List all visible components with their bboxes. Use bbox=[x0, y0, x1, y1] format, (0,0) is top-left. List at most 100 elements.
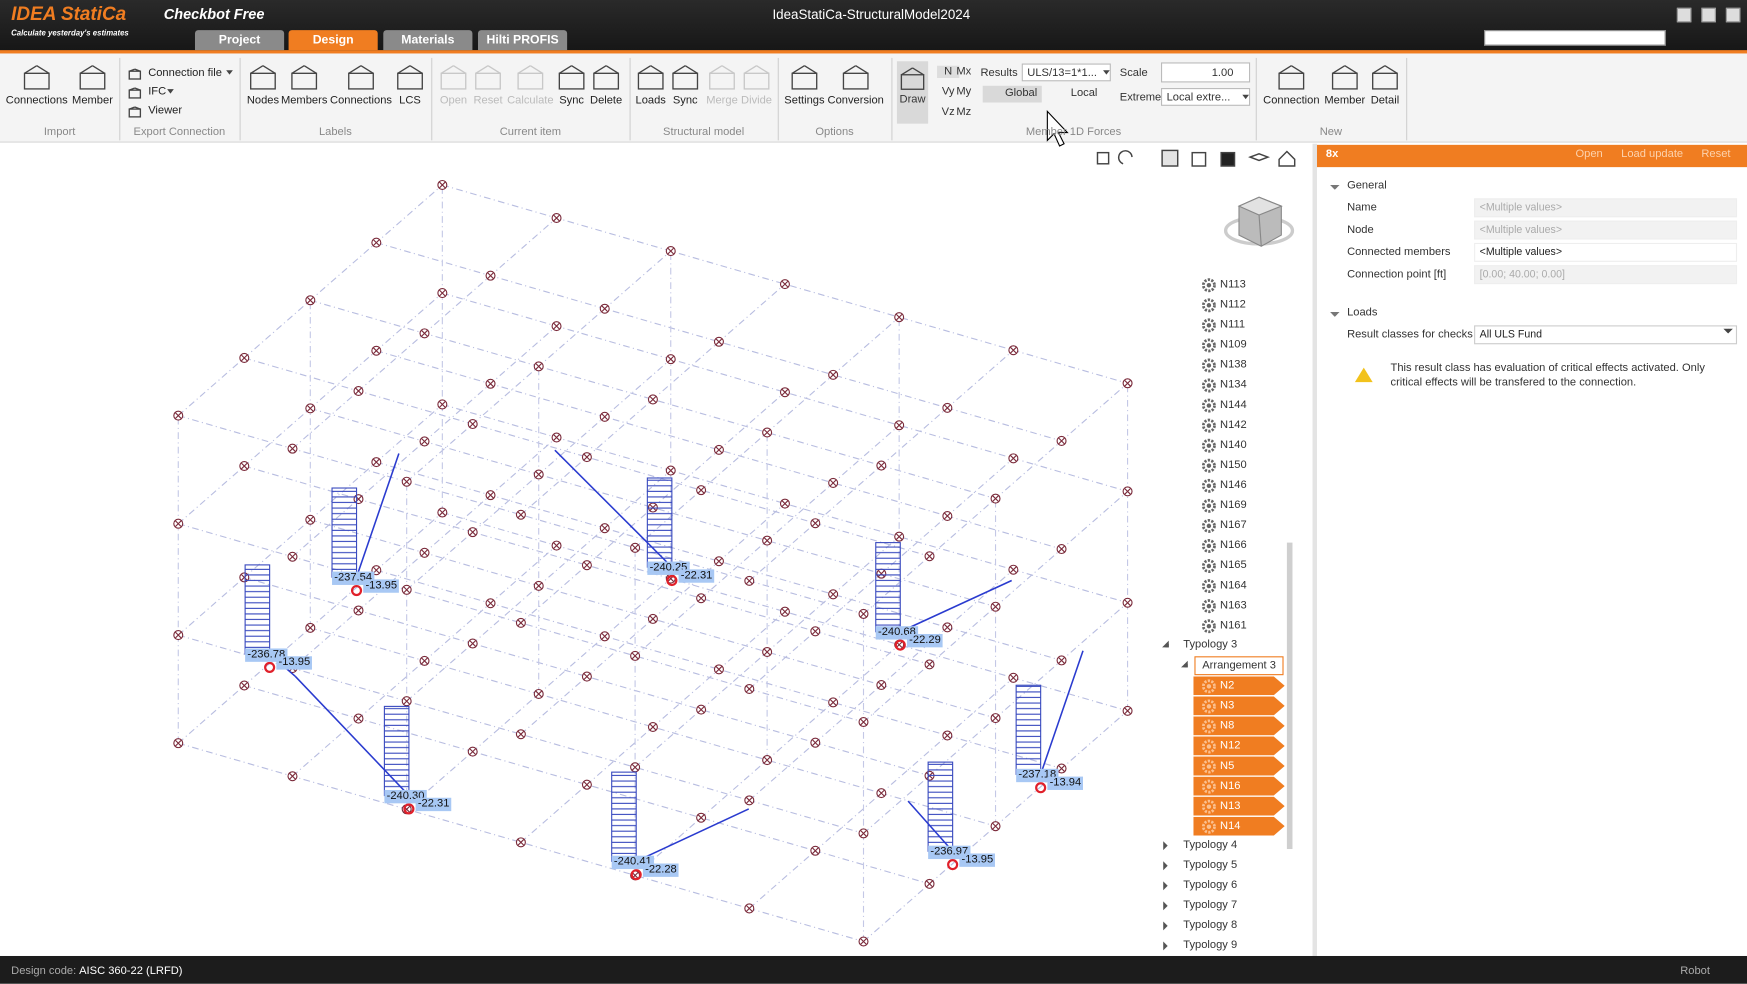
tree-typology[interactable]: Typology 5 bbox=[1183, 859, 1238, 872]
ribbon-button[interactable]: Member bbox=[1324, 94, 1366, 107]
tree-node[interactable]: N164 bbox=[1220, 579, 1247, 592]
panel-action[interactable]: Load update bbox=[1621, 148, 1684, 161]
gear bbox=[1201, 278, 1216, 293]
tree-node[interactable]: N167 bbox=[1220, 519, 1247, 532]
tree-node-selected[interactable] bbox=[1193, 776, 1285, 796]
icon-shape bbox=[843, 65, 857, 74]
ribbon-button[interactable]: Open bbox=[439, 94, 468, 107]
ribbon-button[interactable]: LCS bbox=[399, 94, 421, 107]
panel-action[interactable]: Open bbox=[1575, 148, 1603, 161]
tree-node-selected[interactable] bbox=[1193, 736, 1285, 756]
tree-node[interactable]: N166 bbox=[1220, 539, 1247, 552]
tree-node-selected[interactable] bbox=[1193, 816, 1285, 836]
tree-typology[interactable]: Typology 6 bbox=[1183, 879, 1238, 892]
tree-node[interactable]: N142 bbox=[1220, 418, 1247, 432]
force-component[interactable]: Vy bbox=[941, 85, 955, 99]
force-component[interactable]: N bbox=[937, 65, 960, 78]
ribbon-button[interactable]: Connection bbox=[1263, 94, 1320, 107]
ribbon-button[interactable]: Merge bbox=[706, 94, 738, 107]
ribbon-button[interactable]: Members bbox=[280, 94, 328, 107]
ribbon-button[interactable]: Viewer bbox=[148, 104, 183, 117]
tree-node-selected[interactable] bbox=[1193, 716, 1285, 736]
icon-shape bbox=[291, 65, 305, 74]
tree-node[interactable]: N163 bbox=[1220, 599, 1247, 612]
search-box[interactable] bbox=[1484, 30, 1666, 46]
property-value[interactable]: <Multiple values> bbox=[1474, 242, 1738, 262]
tree-node[interactable]: N161 bbox=[1220, 619, 1247, 632]
node bbox=[746, 685, 753, 693]
tree-typology[interactable]: Typology 4 bbox=[1183, 838, 1238, 852]
gear bbox=[1201, 759, 1216, 774]
tree-node-selected[interactable] bbox=[1193, 676, 1285, 696]
ribbon-button[interactable]: Settings bbox=[784, 94, 825, 107]
draw-button[interactable] bbox=[896, 61, 929, 124]
ribbon-button[interactable]: Sync bbox=[672, 94, 698, 107]
property-value[interactable]: <Multiple values> bbox=[1474, 220, 1738, 240]
property-value[interactable]: [0.00; 40.00; 0.00] bbox=[1474, 265, 1738, 285]
window-button[interactable] bbox=[1701, 7, 1716, 23]
section-title[interactable]: General bbox=[1347, 179, 1387, 192]
panel-action[interactable]: Reset bbox=[1701, 148, 1731, 161]
tree-node[interactable]: N138 bbox=[1220, 358, 1247, 372]
window-button[interactable] bbox=[1676, 7, 1692, 23]
ribbon-button[interactable]: Divide bbox=[741, 94, 773, 107]
ribbon-button[interactable]: Connection file bbox=[148, 66, 222, 80]
tree-node[interactable]: N146 bbox=[1220, 479, 1247, 492]
tree-node[interactable]: N169 bbox=[1220, 499, 1247, 512]
force-component[interactable]: My bbox=[956, 85, 972, 99]
ribbon-button[interactable]: Conversion bbox=[827, 94, 884, 107]
scale-input[interactable]: 1.00 bbox=[1160, 62, 1251, 83]
tree-node-selected[interactable] bbox=[1193, 696, 1285, 716]
ribbon-button[interactable]: Loads bbox=[635, 94, 666, 107]
button-icon bbox=[842, 65, 869, 90]
tree-node[interactable]: N111 bbox=[1220, 318, 1246, 331]
tree-node[interactable]: N113 bbox=[1220, 278, 1246, 291]
tree-arrangement[interactable]: Arrangement 3 bbox=[1194, 656, 1284, 676]
tree-node[interactable]: N150 bbox=[1220, 459, 1247, 472]
tree-node[interactable]: N112 bbox=[1220, 298, 1246, 311]
tree-node[interactable]: N144 bbox=[1220, 398, 1247, 412]
property-value[interactable]: <Multiple values> bbox=[1474, 198, 1738, 218]
structural-model[interactable] bbox=[0, 144, 1313, 956]
tab[interactable]: Design bbox=[288, 30, 378, 51]
view-toolbar[interactable] bbox=[1096, 149, 1296, 167]
window-button[interactable] bbox=[1725, 7, 1741, 23]
tree-node[interactable]: N134 bbox=[1220, 378, 1247, 392]
tab[interactable]: Materials bbox=[383, 30, 473, 51]
local-button[interactable]: Local bbox=[1070, 86, 1098, 100]
ribbon-button[interactable]: Delete bbox=[590, 94, 623, 107]
icon-shape bbox=[1372, 65, 1386, 74]
tree-typology[interactable]: Typology 8 bbox=[1183, 919, 1238, 932]
global-button[interactable]: Global bbox=[982, 85, 1042, 103]
tree-typology[interactable]: Typology 9 bbox=[1183, 939, 1238, 952]
tree-typology[interactable]: Typology 3 bbox=[1183, 638, 1238, 651]
section-title[interactable]: Loads bbox=[1347, 306, 1378, 319]
property-value[interactable]: All ULS Fund bbox=[1474, 325, 1738, 345]
results-dropdown[interactable]: ULS/13=1*1... bbox=[1021, 63, 1111, 82]
tree-node-selected[interactable] bbox=[1193, 756, 1285, 776]
ribbon-button[interactable]: Connections bbox=[5, 94, 68, 107]
tree-node-selected[interactable] bbox=[1193, 796, 1285, 816]
force-component[interactable]: Mx bbox=[956, 65, 972, 78]
ribbon-button[interactable]: Nodes bbox=[246, 94, 280, 107]
tree-node[interactable]: N109 bbox=[1220, 338, 1247, 351]
node bbox=[421, 438, 428, 445]
navigation-cube[interactable] bbox=[1223, 196, 1295, 247]
ribbon-button[interactable]: Sync bbox=[559, 94, 584, 107]
ribbon-separator bbox=[777, 57, 779, 141]
ribbon-button[interactable]: Detail bbox=[1370, 94, 1400, 107]
tab[interactable]: Project bbox=[194, 30, 285, 51]
selected-member bbox=[635, 808, 750, 862]
ribbon-button[interactable]: Member bbox=[72, 94, 113, 107]
ribbon-button[interactable]: Connections bbox=[330, 94, 392, 107]
tree-node[interactable]: N165 bbox=[1220, 559, 1247, 572]
extreme-dropdown[interactable]: Local extre... bbox=[1160, 88, 1251, 106]
tree-typology[interactable]: Typology 7 bbox=[1183, 899, 1238, 912]
ribbon-button[interactable]: Calculate bbox=[507, 94, 554, 107]
tree-node[interactable]: N140 bbox=[1220, 438, 1247, 452]
ribbon-button[interactable]: IFC bbox=[148, 85, 167, 99]
ribbon-button[interactable]: Reset bbox=[473, 94, 503, 107]
force-component[interactable]: Mz bbox=[956, 105, 972, 119]
tab[interactable]: Hilti PROFIS bbox=[477, 30, 568, 51]
force-component[interactable]: Vz bbox=[941, 105, 955, 119]
